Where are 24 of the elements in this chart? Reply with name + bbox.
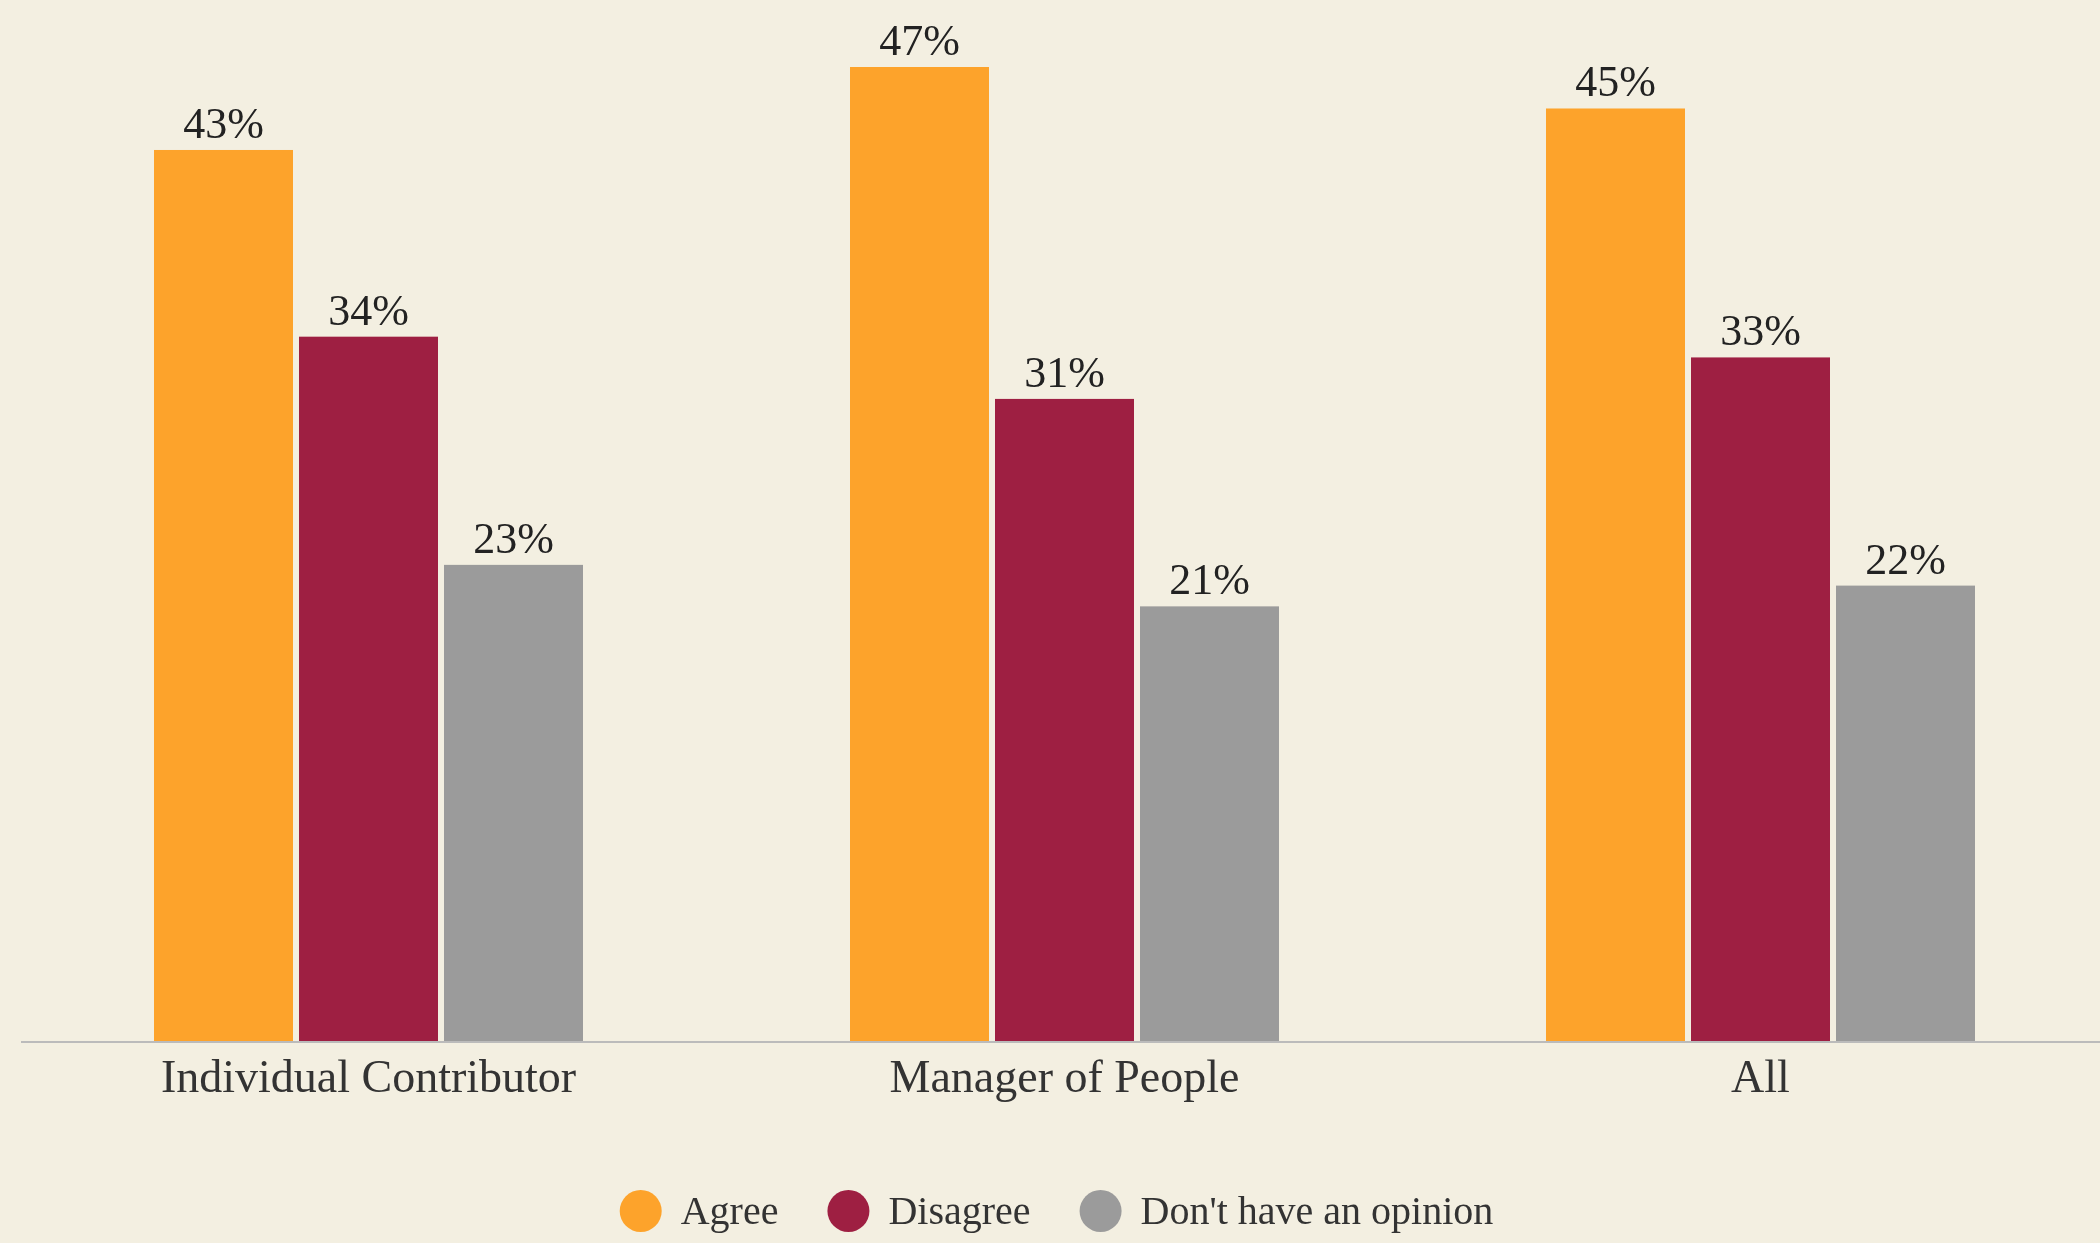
bar [1140,606,1279,1042]
bar [995,398,1134,1042]
bar [1836,585,1975,1042]
data-label: 33% [1720,306,1801,356]
legend-label: Don't have an opinion [1140,1188,1494,1233]
data-label: 21% [1169,555,1250,605]
x-tick-label: All [1731,1051,1790,1102]
data-label: 23% [473,513,554,563]
data-label: 34% [328,285,409,335]
bar [1691,357,1830,1042]
bar [1546,108,1685,1042]
x-tick-label: Individual Contributor [160,1051,577,1102]
bar [444,564,583,1042]
bar [850,67,989,1042]
data-label: 47% [879,16,960,65]
data-label: 22% [1865,534,1946,584]
data-label: 45% [1575,57,1656,107]
x-tick-label: Manager of People [889,1051,1240,1102]
legend-label: Disagree [888,1188,1031,1233]
bar [154,149,293,1042]
data-label: 31% [1024,347,1105,397]
legend-label: Agree [680,1188,779,1233]
data-label: 43% [183,98,264,148]
bar [299,336,438,1042]
